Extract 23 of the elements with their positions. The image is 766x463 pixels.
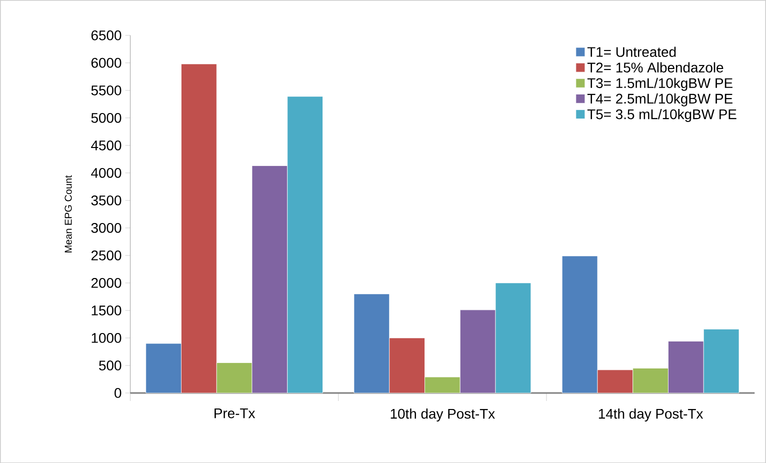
y-tick-label: 0 bbox=[114, 388, 122, 398]
x-tick-label: Pre-Tx bbox=[214, 408, 256, 418]
y-tick-label: 6000 bbox=[91, 58, 122, 68]
legend-label: T4= 2.5mL/10kgBW PE bbox=[587, 93, 732, 106]
legend-label: T5= 3.5 mL/10kgBW PE bbox=[587, 108, 736, 122]
y-tick-label: 6500 bbox=[91, 30, 122, 40]
x-tick-label: 14th day Post-Tx bbox=[598, 408, 704, 422]
y-tick-label: 2000 bbox=[91, 278, 122, 288]
y-tick-label: 4000 bbox=[91, 168, 122, 178]
y-tick-label: 5500 bbox=[91, 85, 122, 96]
y-tick-label: 1500 bbox=[92, 305, 122, 316]
legend-label: T3= 1.5mL/10kgBW PE bbox=[587, 78, 732, 91]
y-tick-label: 4500 bbox=[91, 140, 122, 150]
legend-label: T1= Untreated bbox=[587, 46, 676, 57]
legend-label: T2= 15% Albendazole bbox=[587, 62, 724, 72]
y-tick-label: 1000 bbox=[92, 332, 122, 343]
y-axis-title: Mean EPG Count bbox=[64, 175, 72, 252]
y-tick-label: 3500 bbox=[91, 195, 122, 206]
y-tick-label: 500 bbox=[99, 360, 122, 370]
y-tick-label: 2500 bbox=[91, 250, 122, 260]
y-tick-label: 3000 bbox=[91, 222, 122, 233]
x-tick-label: 10th day Post-Tx bbox=[390, 408, 495, 422]
y-tick-label: 5000 bbox=[91, 112, 122, 123]
